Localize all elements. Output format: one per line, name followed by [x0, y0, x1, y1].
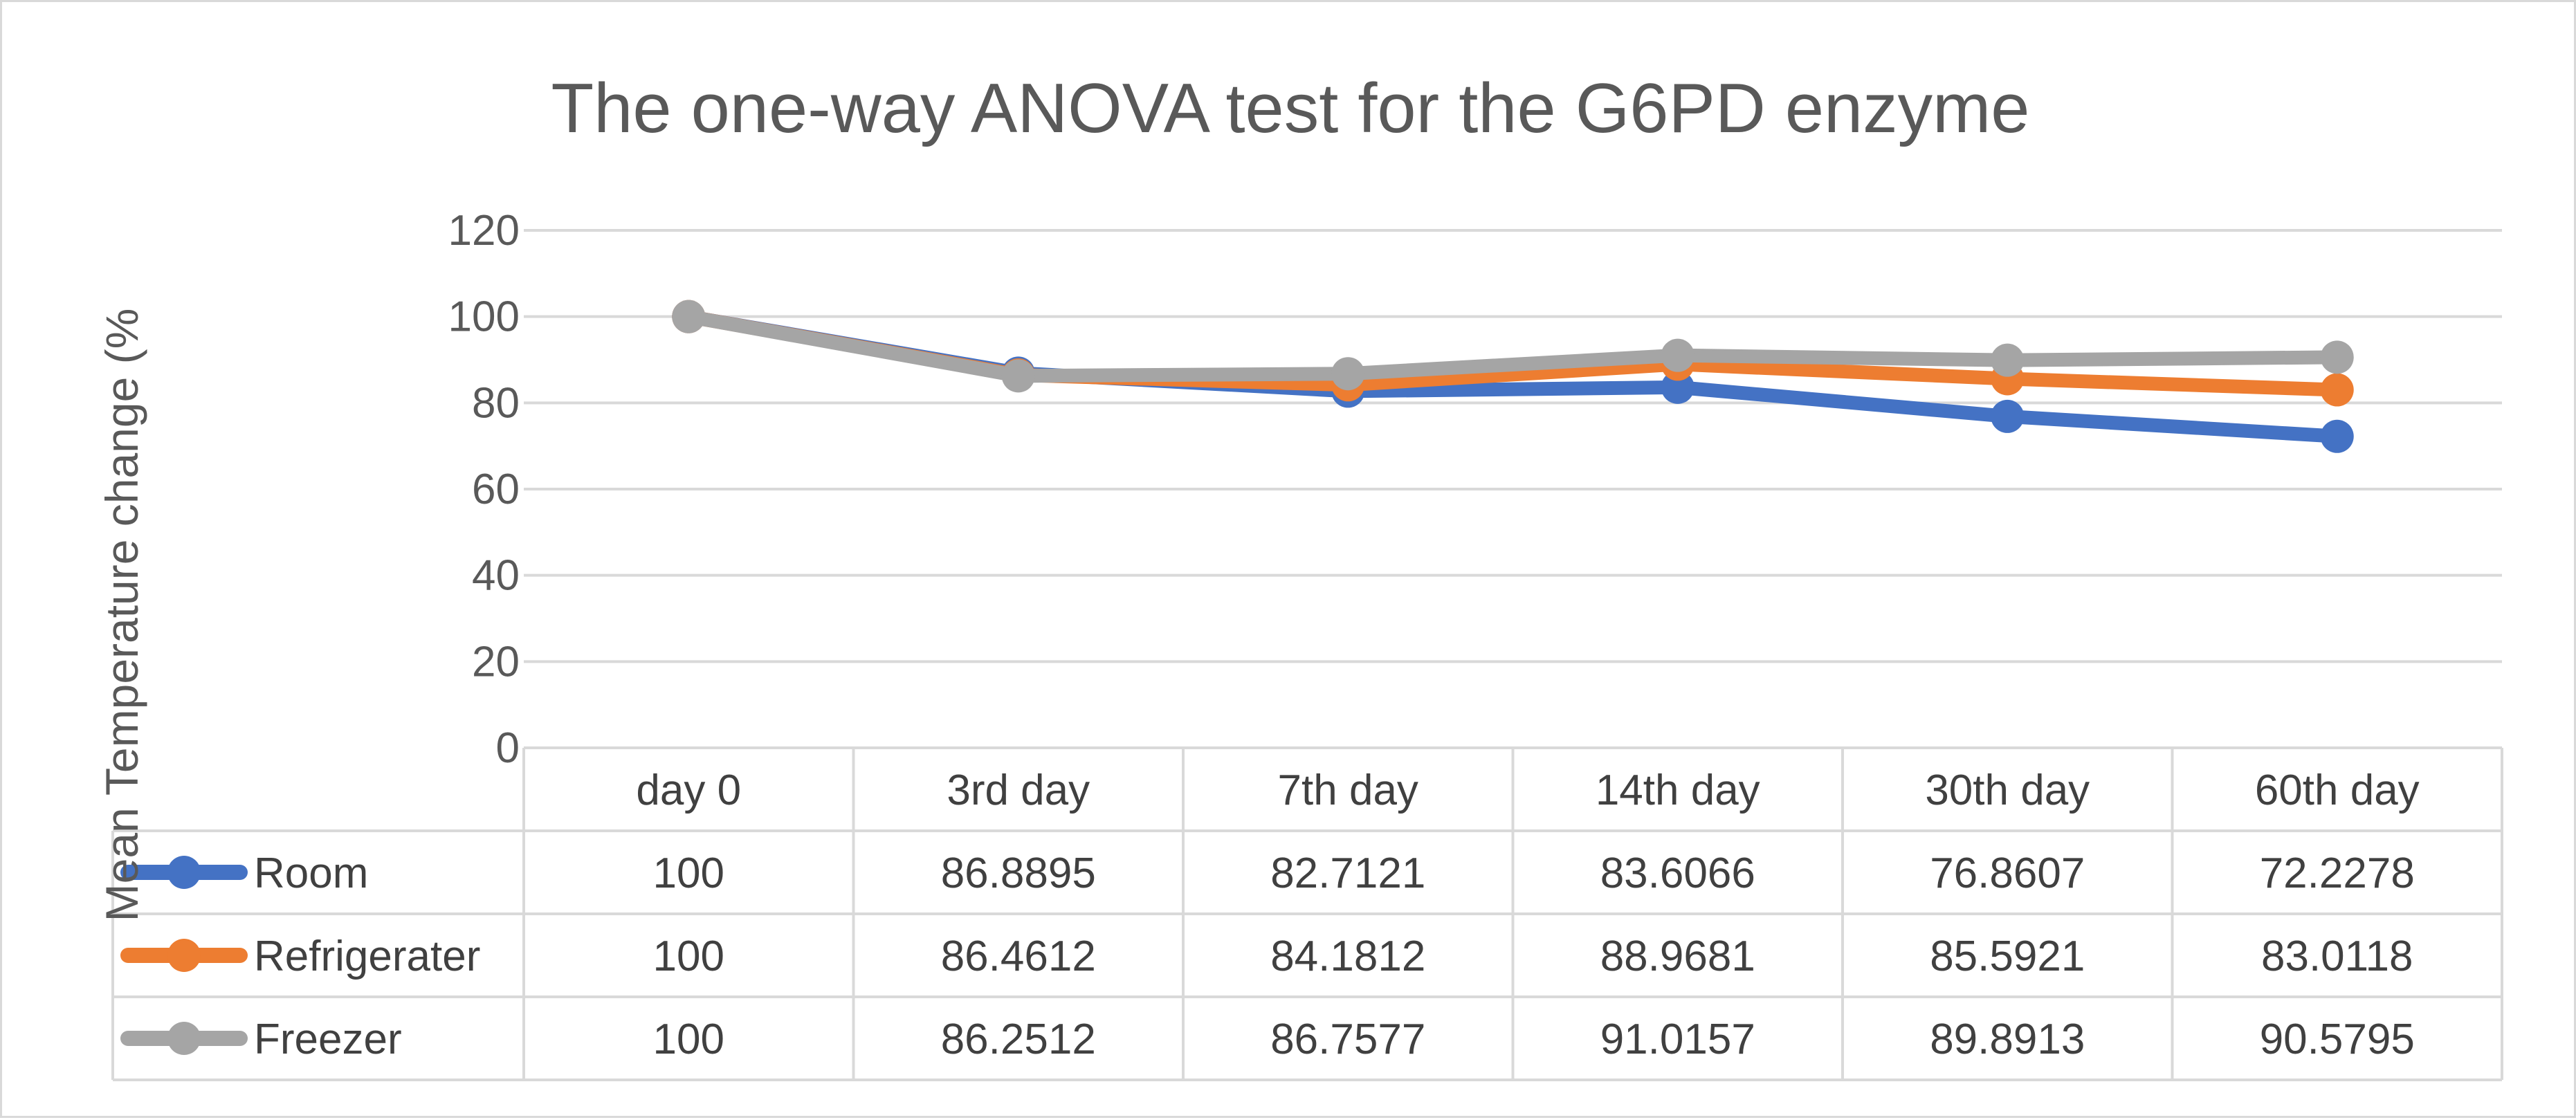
- legend-key-room: [120, 856, 248, 889]
- data-table-cell: 90.5795: [2260, 1016, 2415, 1063]
- data-table-cell: 76.8607: [1930, 850, 2085, 897]
- data-table-cell: 91.0157: [1600, 1016, 1755, 1063]
- legend-key-freezer: [120, 1022, 248, 1055]
- series-lines: [672, 300, 2354, 453]
- series-freezer: [672, 300, 2354, 393]
- legend-label: Freezer: [254, 1016, 402, 1063]
- data-table-cell: 86.7577: [1270, 1016, 1425, 1063]
- x-category-label: 30th day: [1925, 766, 2090, 814]
- y-tick-label: 80: [472, 379, 520, 427]
- data-point: [1661, 338, 1695, 372]
- legend-label: Refrigerater: [254, 933, 480, 980]
- x-category-label: 14th day: [1596, 766, 1760, 814]
- legend-marker: [167, 856, 201, 889]
- data-table-cell: 72.2278: [2260, 850, 2415, 897]
- data-table-cell: 84.1812: [1270, 933, 1425, 980]
- legend-label: Room: [254, 850, 368, 897]
- data-point: [1991, 399, 2025, 433]
- x-category-label: 60th day: [2255, 766, 2420, 814]
- y-tick-label: 100: [448, 293, 520, 341]
- data-table-cell: 88.9681: [1600, 933, 1755, 980]
- x-category-label: day 0: [636, 766, 741, 814]
- data-table-cell: 83.6066: [1600, 850, 1755, 897]
- x-category-label: 7th day: [1278, 766, 1418, 814]
- data-table-cell: 100: [653, 850, 724, 897]
- data-table: day 0 3rd day 7th day 14th day 30th day 60th …: [111, 746, 2503, 1081]
- data-table-cell: 82.7121: [1270, 850, 1425, 897]
- y-tick-label: 120: [448, 207, 520, 255]
- data-point: [1991, 343, 2025, 377]
- x-category-label: 3rd day: [947, 766, 1090, 814]
- gridlines: [524, 229, 2502, 663]
- y-tick-label: 40: [472, 552, 520, 600]
- data-table-cell: 83.0118: [2261, 933, 2413, 980]
- y-tick-label: 0: [496, 724, 520, 772]
- data-table-cell: 100: [653, 1016, 724, 1063]
- y-axis-ticks: 0 20 40 60 80 100 120: [448, 207, 520, 772]
- legend-marker: [167, 939, 201, 972]
- data-table-cell: 100: [653, 933, 724, 980]
- data-point: [672, 300, 706, 333]
- data-table-cell: 86.8895: [941, 850, 1096, 897]
- data-point: [2320, 340, 2354, 374]
- data-table-cell: 85.5921: [1930, 933, 2085, 980]
- y-axis-label: Mean Temperature change (%: [96, 309, 147, 922]
- chart-title: The one-way ANOVA test for the G6PD enzy…: [551, 70, 2030, 147]
- y-tick-label: 60: [472, 466, 520, 513]
- legend-marker: [167, 1022, 201, 1055]
- data-table-cell: 86.2512: [941, 1016, 1096, 1063]
- data-point: [1661, 370, 1695, 404]
- y-tick-label: 20: [472, 638, 520, 686]
- data-point: [2320, 373, 2354, 407]
- data-point: [2320, 419, 2354, 453]
- data-point: [1001, 359, 1035, 393]
- series-line: [682, 309, 2344, 383]
- data-point: [1331, 357, 1365, 391]
- data-table-cell: 89.8913: [1930, 1016, 2085, 1063]
- data-table-cell: 86.4612: [941, 933, 1096, 980]
- legend-key-refrigerater: [120, 939, 248, 972]
